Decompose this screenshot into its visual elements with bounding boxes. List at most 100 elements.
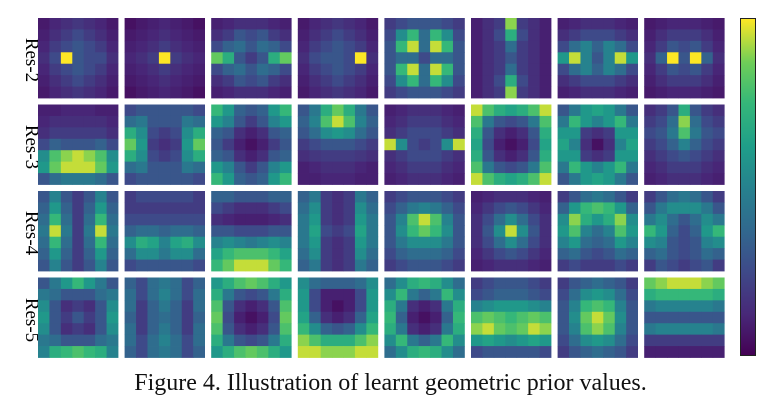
heatmap-cell	[452, 191, 465, 203]
heatmap-cell	[234, 225, 246, 238]
heatmap-cell	[689, 161, 702, 174]
heatmap-cell	[193, 104, 205, 117]
heatmap-cell	[712, 346, 725, 358]
heatmap-cell	[626, 63, 638, 76]
heatmap-cell	[222, 173, 235, 185]
heatmap-cell	[678, 115, 691, 128]
heatmap-cell	[678, 150, 691, 163]
heatmap-cell	[644, 236, 657, 249]
heatmap-cell	[136, 288, 148, 301]
heatmap-cell	[147, 323, 160, 336]
heatmap-cell	[72, 334, 85, 347]
heatmap-cell	[354, 29, 367, 42]
heatmap-cell	[557, 225, 570, 238]
heatmap-cell	[354, 127, 367, 140]
heatmap-cell	[441, 161, 454, 174]
heatmap-cell	[418, 225, 431, 238]
heatmap-cell	[106, 191, 119, 203]
heatmap-cell	[678, 300, 691, 313]
heatmap-cell	[667, 18, 679, 30]
heatmap-cell	[234, 300, 246, 313]
heatmap-cell	[452, 150, 465, 163]
heatmap-cell	[309, 311, 322, 324]
heatmap-cell	[655, 86, 668, 99]
heatmap-cell	[580, 259, 593, 272]
heatmap-cell	[95, 202, 107, 215]
heatmap-res-3-7	[557, 104, 638, 185]
heatmap-cell	[591, 288, 604, 301]
heatmap-cell	[516, 213, 529, 226]
heatmap-cell	[124, 259, 137, 272]
heatmap-cell	[72, 40, 85, 53]
heatmap-cell	[528, 150, 540, 163]
heatmap-cell	[320, 300, 333, 313]
heatmap-cell	[441, 86, 454, 99]
heatmap-cell	[430, 138, 442, 151]
heatmap-cell	[95, 277, 107, 290]
heatmap-cell	[614, 150, 627, 163]
heatmap-cell	[418, 75, 431, 87]
heatmap-cell	[147, 40, 160, 53]
heatmap-cell	[689, 202, 702, 215]
heatmap-cell	[471, 173, 483, 185]
heatmap-cell	[95, 86, 107, 99]
heatmap-cell	[471, 225, 483, 238]
heatmap-cell	[482, 277, 495, 290]
heatmap-cell	[644, 138, 657, 151]
heatmap-cell	[528, 104, 540, 117]
heatmap-cell	[430, 248, 442, 260]
heatmap-cell	[354, 259, 367, 272]
heatmap-cell	[626, 29, 638, 42]
heatmap-cell	[441, 52, 454, 65]
heatmap-cell	[557, 346, 570, 358]
heatmap-cell	[407, 138, 420, 151]
heatmap-cell	[430, 311, 442, 324]
heatmap-cell	[557, 63, 570, 76]
heatmap-cell	[712, 323, 725, 336]
heatmap-cell	[418, 300, 431, 313]
heatmap-cell	[320, 18, 333, 30]
heatmap-cell	[124, 75, 137, 87]
heatmap-cell	[603, 40, 616, 53]
heatmap-cell	[106, 63, 119, 76]
heatmap-cell	[211, 323, 224, 336]
heatmap-cell	[516, 236, 529, 249]
heatmap-cell	[181, 277, 194, 290]
heatmap-cell	[441, 40, 454, 53]
heatmap-cell	[72, 29, 85, 42]
heatmap-cell	[222, 346, 235, 358]
heatmap-cell	[83, 127, 96, 140]
heatmap-cell	[557, 323, 570, 336]
heatmap-cell	[124, 202, 137, 215]
heatmap-cell	[83, 63, 96, 76]
heatmap-cell	[644, 40, 657, 53]
heatmap-cell	[557, 191, 570, 203]
heatmap-cell	[418, 86, 431, 99]
heatmap-cell	[407, 29, 420, 42]
heatmap-cell	[430, 288, 442, 301]
heatmap-cell	[614, 300, 627, 313]
heatmap-cell	[614, 236, 627, 249]
heatmap-cell	[124, 346, 137, 358]
heatmap-cell	[60, 300, 73, 313]
heatmap-cell	[106, 173, 119, 185]
heatmap-cell	[516, 277, 529, 290]
heatmap-cell	[124, 236, 137, 249]
heatmap-cell	[279, 40, 292, 53]
heatmap-cell	[493, 300, 506, 313]
heatmap-cell	[60, 138, 73, 151]
heatmap-cell	[493, 225, 506, 238]
heatmap-cell	[395, 346, 408, 358]
heatmap-cell	[320, 138, 333, 151]
heatmap-cell	[667, 75, 679, 87]
heatmap-cell	[539, 52, 552, 65]
heatmap-cell	[256, 63, 269, 76]
heatmap-cell	[106, 225, 119, 238]
heatmap-cell	[452, 334, 465, 347]
heatmap-cell	[430, 323, 442, 336]
heatmap-cell	[49, 161, 62, 174]
heatmap-cell	[539, 334, 552, 347]
heatmap-cell	[147, 334, 160, 347]
heatmap-cell	[49, 173, 62, 185]
heatmap-cell	[591, 52, 604, 65]
